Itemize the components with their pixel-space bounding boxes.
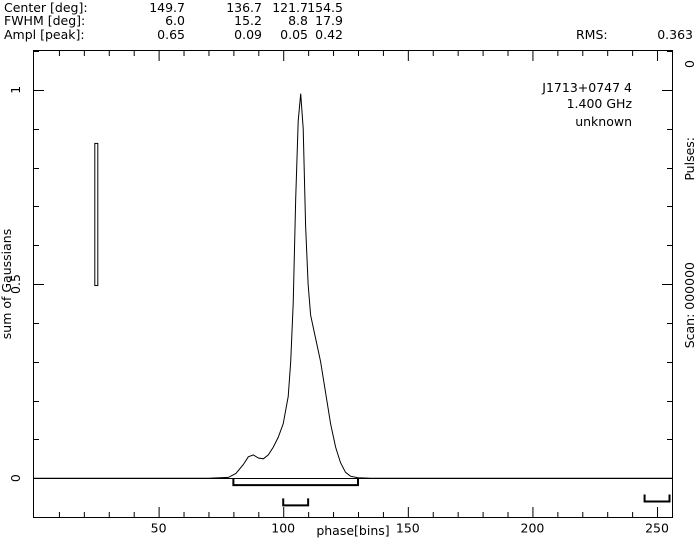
y-tick-label: 0.5 (8, 274, 23, 294)
fwhm-value-2: 15.2 (234, 13, 262, 28)
pulses-count: 0 (682, 60, 697, 68)
rms-label: RMS: (576, 27, 608, 42)
rms-value: 0.363 (657, 27, 693, 42)
y-axis-ticks: 00.51 (8, 51, 672, 518)
center-value-2: 136.7 (226, 0, 262, 15)
y-tick-label: 1 (8, 86, 23, 94)
on-pulse-window-bracket (232, 478, 359, 487)
scan-label: Scan: 000000 (682, 262, 697, 348)
noise-scale-bar (94, 142, 99, 287)
center-value-1: 149.7 (149, 0, 185, 15)
y-axis-label: sum of Gaussians (0, 229, 14, 339)
observing-frequency: 1.400 GHz (567, 96, 633, 111)
ampl-value-1: 0.65 (157, 27, 185, 42)
ampl-value-4: 0.42 (315, 27, 343, 42)
x-tick-label: 200 (521, 521, 545, 536)
fwhm-label: FWHM [deg]: (4, 13, 85, 28)
ampl-value-3: 0.05 (280, 27, 308, 42)
center-value-3: 121.7 (272, 0, 308, 15)
profile-curve (34, 93, 672, 479)
fwhm-value-4: 17.9 (315, 13, 343, 28)
fwhm-value-3: 8.8 (288, 13, 308, 28)
telescope-name: unknown (575, 114, 632, 129)
x-tick-label: 100 (271, 521, 295, 536)
source-name: J1713+0747 4 (541, 80, 632, 95)
source-annotation: J1713+0747 4 1.400 GHz unknown (541, 80, 632, 129)
x-axis-ticks: 50 100 150 200 250 (58, 51, 669, 536)
x-tick-label: 150 (396, 521, 420, 536)
fwhm-value-1: 6.0 (165, 13, 185, 28)
ampl-value-2: 0.09 (234, 27, 262, 42)
pulses-label: Pulses: (682, 137, 697, 181)
center-label: Center [deg]: (4, 0, 88, 15)
plot-frame (33, 50, 673, 518)
header-table: Center [deg]: 149.7 136.7 121.7 154.5 FW… (4, 0, 693, 42)
ampl-label: Ampl [peak]: (4, 27, 85, 42)
x-tick-label: 50 (151, 521, 167, 536)
peak-window-bracket (282, 498, 310, 507)
x-axis-label: phase[bins] (316, 523, 389, 538)
y-tick-label: 0 (8, 474, 23, 482)
center-value-4: 154.5 (307, 0, 343, 15)
plot-marks (34, 93, 672, 507)
x-tick-label: 250 (645, 521, 669, 536)
off-pulse-window-bracket (643, 494, 671, 503)
